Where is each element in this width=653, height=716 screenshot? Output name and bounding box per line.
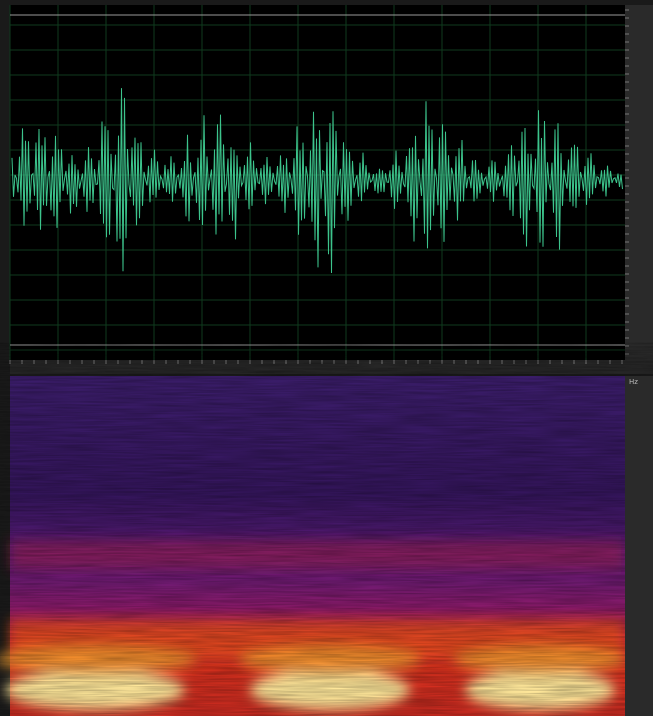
spectrogram-texture xyxy=(10,376,625,716)
audio-editor: Hz xyxy=(0,0,653,716)
frequency-unit: Hz xyxy=(629,378,638,386)
amplitude-ruler xyxy=(625,5,653,360)
frequency-ruler xyxy=(625,376,653,716)
page: Hz (() => { const data = JSON.parse(docu… xyxy=(0,0,653,716)
